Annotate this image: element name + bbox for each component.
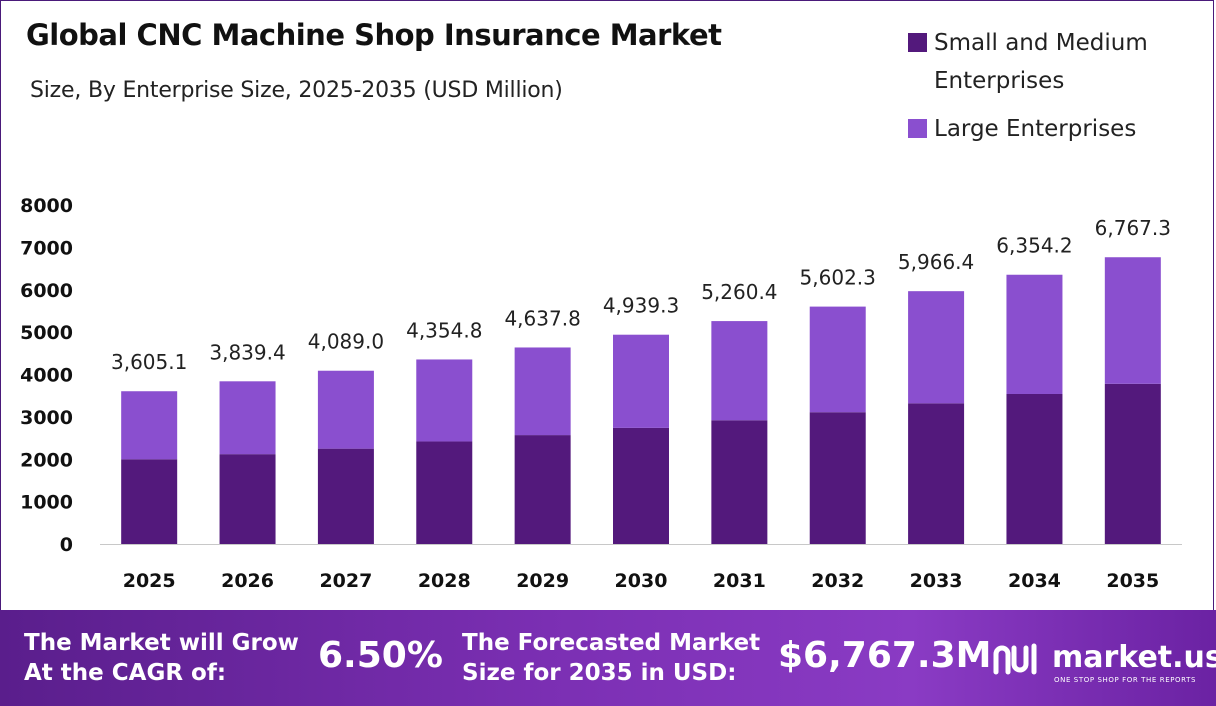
brand-name: market.us <box>1052 640 1216 675</box>
bar-small-medium <box>1104 383 1161 544</box>
y-tick-label: 8000 <box>20 195 73 217</box>
bar-large <box>1104 257 1161 384</box>
y-tick-label: 1000 <box>20 492 73 514</box>
bar-total-label: 3,605.1 <box>111 350 187 374</box>
bar-large <box>613 334 669 428</box>
bar-total-label: 4,354.8 <box>406 318 482 342</box>
forecast-value: $6,767.3M <box>778 635 992 676</box>
bar-small-medium <box>711 420 768 544</box>
x-tick-label: 2032 <box>811 570 864 592</box>
bar-large <box>809 306 866 413</box>
bar-large <box>514 347 571 436</box>
bar-large <box>219 381 276 455</box>
legend: Small and Medium Enterprises Large Enter… <box>908 24 1208 148</box>
bar-large <box>317 370 374 449</box>
brand-tagline: ONE STOP SHOP FOR THE REPORTS <box>1054 676 1197 684</box>
x-tick-label: 2026 <box>221 570 274 592</box>
y-tick-label: 0 <box>60 534 73 556</box>
chart-title: Global CNC Machine Shop Insurance Market <box>26 18 722 52</box>
bar-large <box>1006 274 1063 394</box>
y-tick-label: 3000 <box>20 407 73 429</box>
bar-small-medium <box>121 459 178 544</box>
chart-subtitle: Size, By Enterprise Size, 2025-2035 (USD… <box>30 78 563 103</box>
y-tick-label: 6000 <box>20 280 73 302</box>
y-tick-label: 4000 <box>20 365 73 387</box>
chart-frame <box>0 0 1214 610</box>
brand-logo-block: market.us ONE STOP SHOP FOR THE REPORTS <box>992 640 1216 690</box>
bar-total-label: 4,637.8 <box>504 306 580 330</box>
legend-label-large: Large Enterprises <box>934 116 1137 142</box>
x-tick-label: 2035 <box>1106 570 1159 592</box>
market-us-logo-icon <box>993 643 1037 675</box>
bar-large <box>711 321 768 421</box>
bar-total-label: 4,939.3 <box>603 294 679 318</box>
x-tick-label: 2025 <box>123 570 176 592</box>
bar-large <box>121 391 178 460</box>
bar-small-medium <box>317 448 374 544</box>
bar-small-medium <box>1006 393 1063 544</box>
bar-total-label: 3,839.4 <box>209 340 285 364</box>
bar-small-medium <box>219 454 276 544</box>
bar-total-label: 5,602.3 <box>800 266 876 290</box>
footer-banner: The Market will Grow At the CAGR of: 6.5… <box>0 610 1216 706</box>
bar-total-label: 6,354.2 <box>996 234 1072 258</box>
cagr-value: 6.50% <box>318 635 443 676</box>
forecast-label: The Forecasted Market Size for 2035 in U… <box>462 630 761 686</box>
y-tick-label: 5000 <box>20 322 73 344</box>
legend-label-small-medium: Small and Medium Enterprises <box>934 30 1148 94</box>
cagr-label: The Market will Grow At the CAGR of: <box>24 630 299 686</box>
bar-large <box>416 359 473 442</box>
x-tick-label: 2033 <box>910 570 963 592</box>
x-tick-label: 2029 <box>516 570 569 592</box>
y-tick-label: 7000 <box>20 237 73 259</box>
legend-item-small-medium: Small and Medium Enterprises <box>908 24 1208 100</box>
bar-total-label: 4,089.0 <box>308 330 384 354</box>
bar-total-label: 6,767.3 <box>1095 216 1171 240</box>
bar-small-medium <box>416 441 473 544</box>
bar-small-medium <box>514 435 571 544</box>
bar-chart: 0 1000 2000 3000 4000 5000 6000 7000 8000 3,605.1… <box>20 195 1182 592</box>
legend-swatch-small-medium <box>908 33 927 52</box>
x-tick-label: 2031 <box>713 570 766 592</box>
legend-swatch-large <box>908 119 927 138</box>
bar-total-label: 5,966.4 <box>898 250 974 274</box>
legend-item-large: Large Enterprises <box>908 110 1208 148</box>
bar-large <box>908 291 965 404</box>
x-tick-label: 2027 <box>319 570 372 592</box>
x-tick-label: 2028 <box>418 570 471 592</box>
y-tick-label: 2000 <box>20 449 73 471</box>
bar-small-medium <box>908 403 965 544</box>
bar-small-medium <box>613 427 669 544</box>
x-tick-label: 2030 <box>615 570 668 592</box>
bar-small-medium <box>809 412 866 544</box>
x-tick-label: 2034 <box>1008 570 1061 592</box>
bar-total-label: 5,260.4 <box>701 280 777 304</box>
